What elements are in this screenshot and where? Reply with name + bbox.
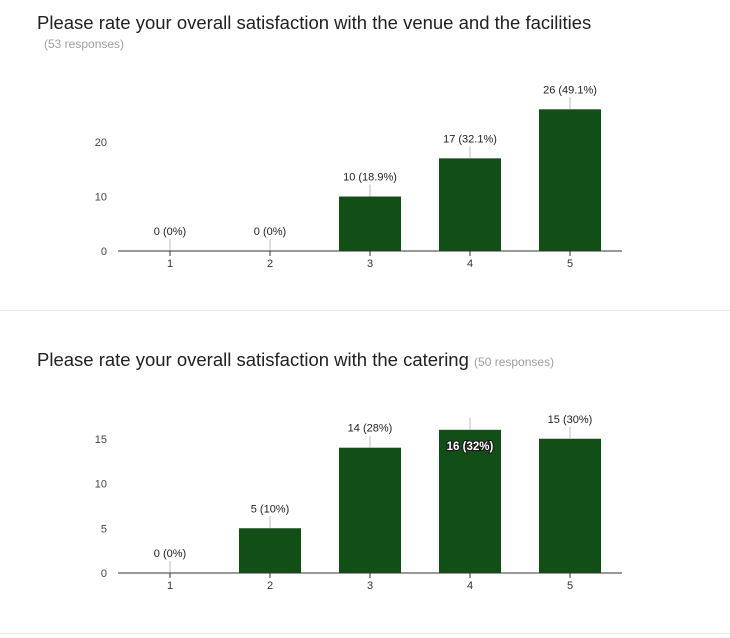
- response-count: (53 responses): [44, 37, 125, 51]
- data-label: 15 (30%): [548, 414, 593, 426]
- bar: [439, 429, 501, 573]
- data-label: 0 (0%): [154, 226, 186, 238]
- y-tick-label: 20: [95, 137, 107, 149]
- data-label: 5 (10%): [251, 503, 290, 515]
- data-label: 14 (28%): [348, 423, 393, 435]
- data-label: 10 (18.9%): [343, 172, 397, 184]
- x-tick-label: 1: [167, 580, 173, 592]
- y-tick-label: 0: [101, 246, 107, 258]
- x-tick-label: 1: [167, 258, 173, 270]
- x-tick-label: 5: [567, 258, 573, 270]
- data-label: 0 (0%): [254, 226, 286, 238]
- x-tick-label: 5: [567, 580, 573, 592]
- x-tick-label: 3: [367, 258, 373, 270]
- bar: [339, 196, 401, 251]
- data-label: 17 (32.1%): [443, 133, 497, 145]
- y-tick-label: 0: [101, 568, 107, 580]
- chart-title: Please rate your overall satisfaction wi…: [37, 349, 554, 371]
- data-label: 0 (0%): [154, 548, 186, 560]
- bar-chart-venue: 0 10 20 0 (0%) 1 0 (0%) 2 10 (18.9%) 3 17 (32.1%)…: [95, 84, 622, 270]
- bar: [439, 158, 501, 251]
- x-tick-label: 3: [367, 580, 373, 592]
- x-tick-label: 4: [467, 580, 473, 592]
- y-tick-label: 15: [95, 434, 107, 446]
- chart-title-text: Please rate your overall satisfaction wi…: [37, 349, 469, 370]
- bar-chart-catering: 0 5 10 15 0 (0%) 1 5 (10%) 2 14 (28%) 3 16 (32%) 4 1…: [95, 414, 622, 592]
- x-tick-label: 2: [267, 258, 273, 270]
- data-label: 26 (49.1%): [543, 84, 597, 96]
- x-tick-label: 4: [467, 258, 473, 270]
- y-tick-label: 10: [95, 192, 107, 204]
- chart-card-catering: Please rate your overall satisfaction wi…: [0, 311, 730, 634]
- data-label: 16 (32%): [447, 441, 494, 453]
- response-count: (50 responses): [474, 355, 555, 369]
- bar: [539, 438, 601, 573]
- chart-title: Please rate your overall satisfaction wi…: [37, 12, 592, 33]
- bar: [339, 447, 401, 573]
- y-tick-label: 5: [101, 523, 107, 535]
- y-tick-label: 10: [95, 479, 107, 491]
- bar: [239, 528, 301, 573]
- bar: [539, 109, 601, 251]
- x-tick-label: 2: [267, 580, 273, 592]
- chart-card-venue: Please rate your overall satisfaction wi…: [0, 0, 730, 311]
